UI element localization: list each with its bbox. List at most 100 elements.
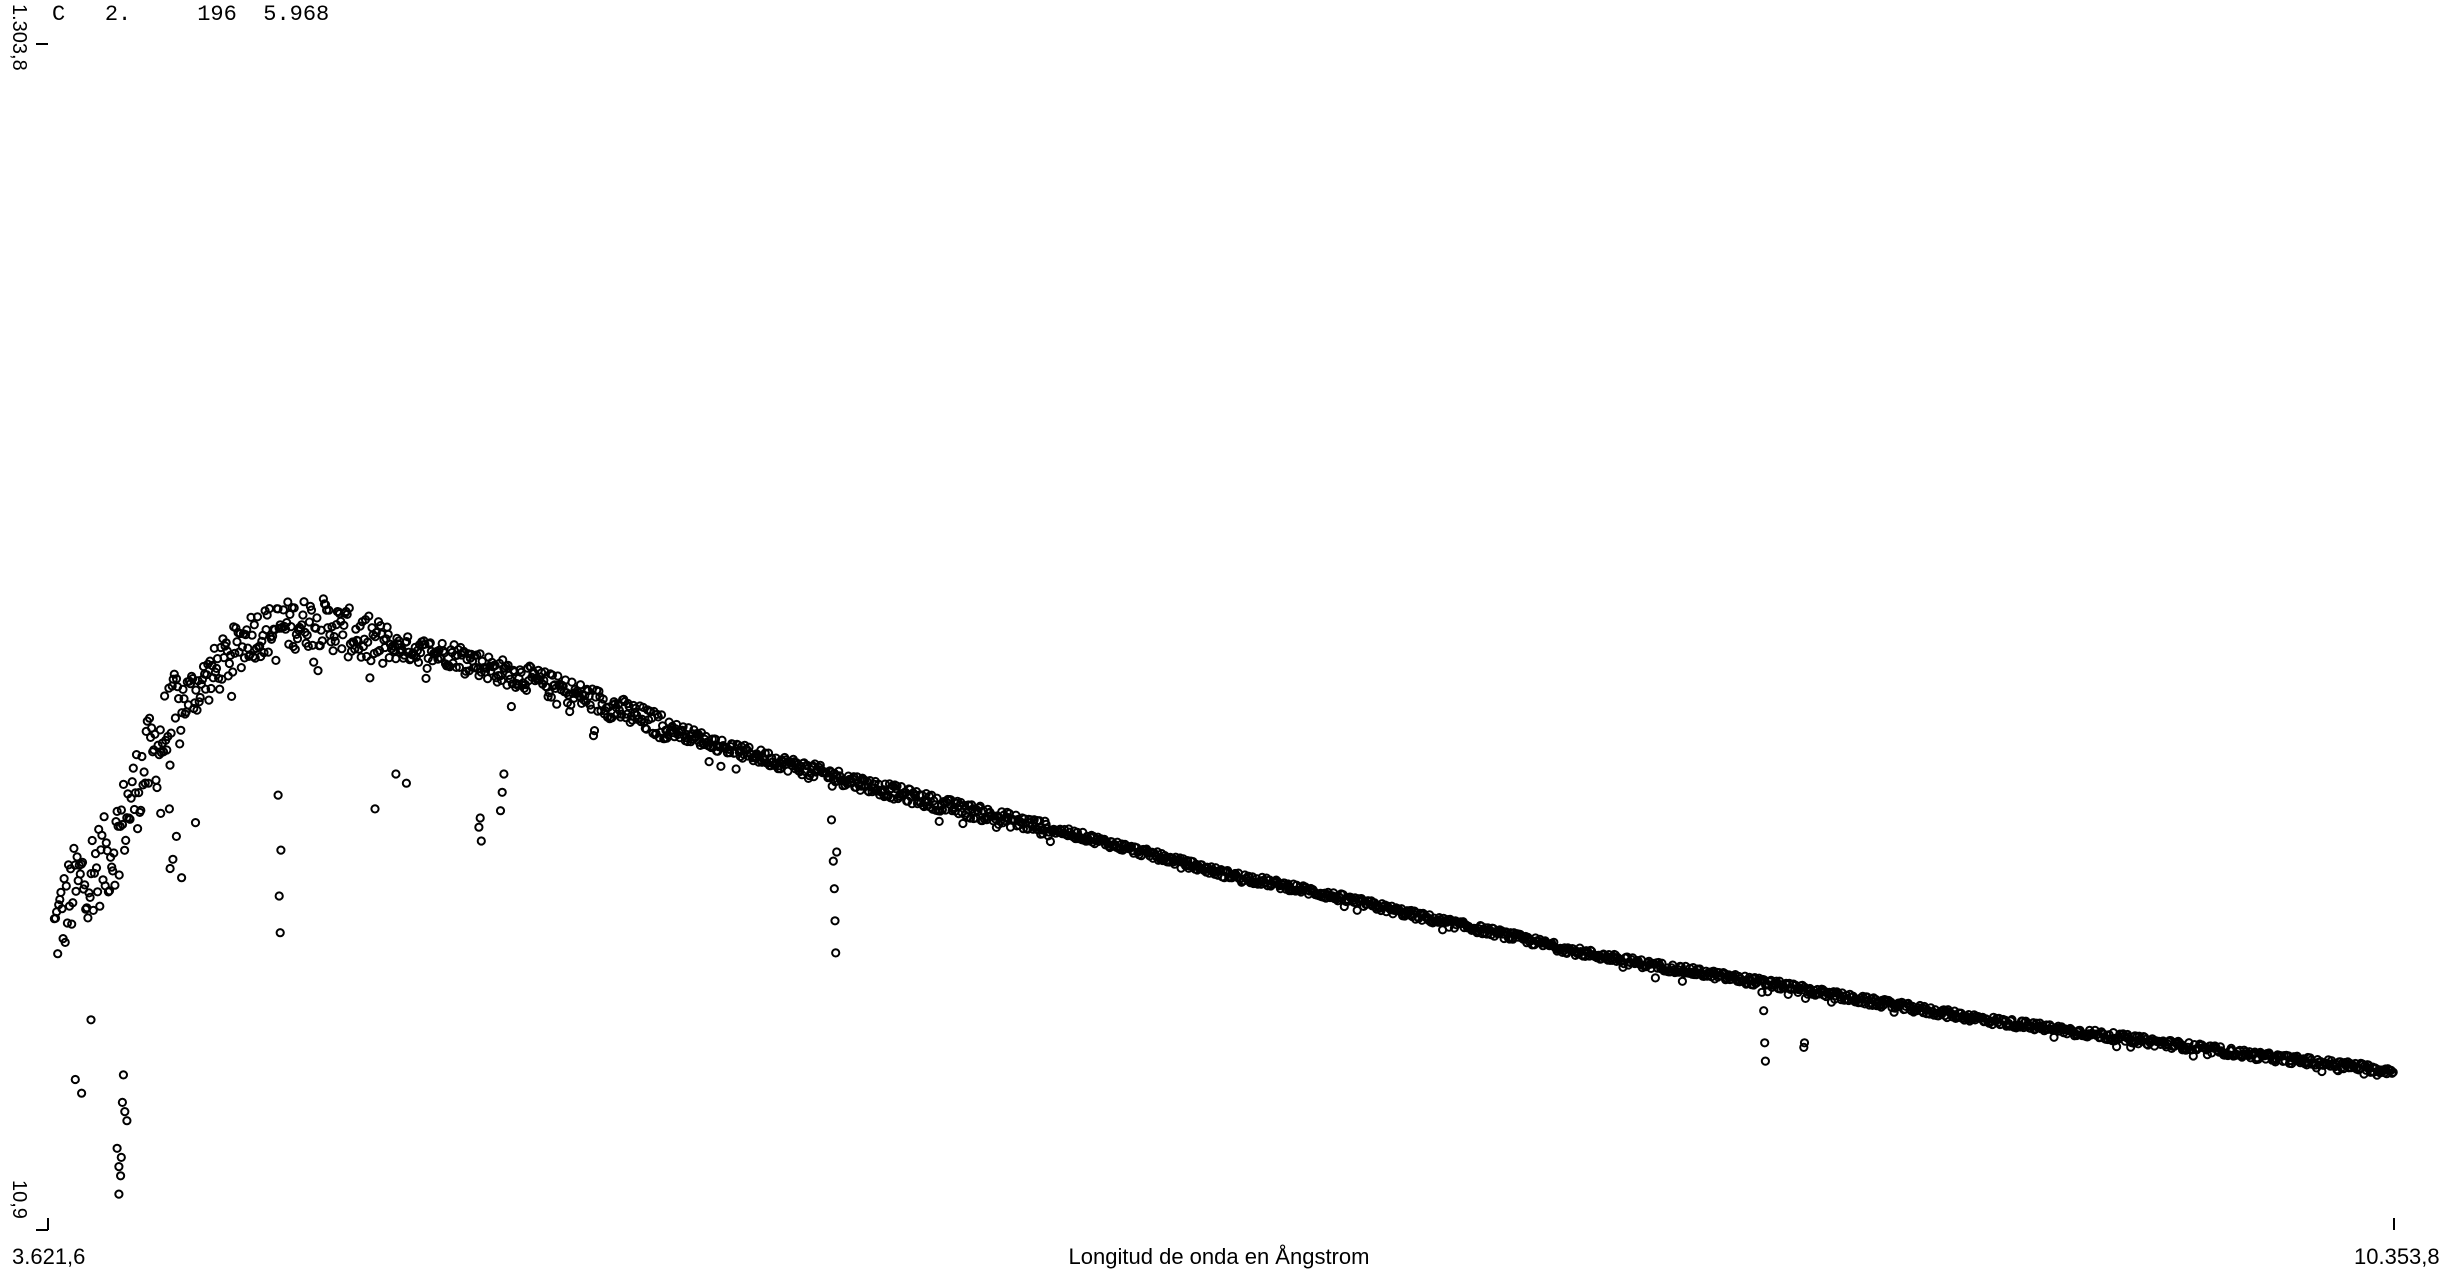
data-points xyxy=(49,594,2398,1199)
data-point xyxy=(271,655,281,666)
data-point xyxy=(760,748,770,758)
data-point xyxy=(366,656,376,666)
data-point xyxy=(302,630,312,640)
data-point xyxy=(1799,1038,1810,1048)
data-point xyxy=(828,856,838,866)
data-point xyxy=(179,694,189,704)
data-point xyxy=(171,831,181,842)
data-point xyxy=(160,691,170,701)
data-point xyxy=(831,948,841,958)
data-point xyxy=(315,641,325,651)
data-point xyxy=(1045,836,1056,847)
data-point xyxy=(178,684,188,695)
data-point xyxy=(204,695,214,705)
data-point xyxy=(728,739,738,749)
data-point xyxy=(330,636,340,647)
data-point xyxy=(275,928,285,938)
data-point xyxy=(276,845,286,855)
data-point xyxy=(402,637,412,647)
data-point xyxy=(499,769,509,779)
data-point xyxy=(60,937,70,948)
data-point xyxy=(656,710,667,720)
data-point xyxy=(350,644,360,654)
data-point xyxy=(99,812,109,822)
data-point xyxy=(299,597,309,607)
data-point xyxy=(195,692,205,703)
data-point xyxy=(230,648,240,658)
data-point xyxy=(247,630,257,640)
data-point xyxy=(232,637,242,647)
data-point xyxy=(283,597,293,607)
data-point xyxy=(140,778,150,788)
data-point xyxy=(117,819,128,830)
data-point xyxy=(255,641,265,651)
data-point xyxy=(95,901,105,911)
data-point xyxy=(164,804,174,814)
data-point xyxy=(475,813,485,823)
data-point xyxy=(540,667,550,677)
data-point xyxy=(370,804,380,814)
data-point xyxy=(416,648,426,658)
data-point xyxy=(118,779,129,790)
data-point xyxy=(1041,819,1051,830)
data-point xyxy=(1757,987,1767,997)
data-point xyxy=(131,750,142,760)
data-point xyxy=(2202,1050,2212,1060)
data-point xyxy=(371,627,381,638)
data-point xyxy=(365,673,375,683)
data-point xyxy=(567,677,577,687)
data-point xyxy=(165,760,175,770)
data-point xyxy=(1339,901,1349,912)
data-point xyxy=(278,605,288,615)
data-point xyxy=(237,642,247,652)
data-point xyxy=(176,725,186,735)
header-field-3: 196 xyxy=(197,2,237,27)
data-point xyxy=(583,686,593,696)
data-point xyxy=(169,669,179,679)
data-point xyxy=(93,887,103,897)
data-point xyxy=(474,822,484,832)
data-point xyxy=(422,663,432,674)
data-point xyxy=(1035,816,1045,826)
data-point xyxy=(170,713,180,723)
data-point xyxy=(413,657,424,668)
data-point xyxy=(503,660,513,670)
data-point xyxy=(425,638,435,648)
data-point xyxy=(80,880,90,890)
data-point xyxy=(356,652,366,662)
data-point xyxy=(496,671,506,681)
data-point xyxy=(168,854,178,864)
data-point xyxy=(75,869,85,879)
data-point xyxy=(134,788,144,798)
data-point xyxy=(112,806,122,817)
data-point xyxy=(191,685,201,695)
data-point xyxy=(826,815,837,825)
data-point xyxy=(62,918,73,928)
data-point xyxy=(107,862,117,872)
data-point xyxy=(201,684,211,694)
data-point xyxy=(420,639,430,649)
data-point xyxy=(297,620,307,630)
data-point xyxy=(546,692,556,702)
data-point xyxy=(451,662,461,673)
data-point xyxy=(830,916,840,926)
data-point xyxy=(86,1015,96,1025)
data-point xyxy=(829,884,839,894)
data-point xyxy=(166,728,176,738)
data-point xyxy=(329,632,339,642)
data-point xyxy=(547,670,558,680)
data-point xyxy=(257,636,267,646)
data-point xyxy=(122,1116,132,1126)
data-point xyxy=(110,880,120,890)
data-point xyxy=(61,881,71,891)
data-point xyxy=(194,697,204,707)
data-point xyxy=(114,1162,124,1172)
data-point xyxy=(809,772,819,782)
data-point xyxy=(206,683,216,694)
data-point xyxy=(192,705,202,715)
data-point xyxy=(483,674,493,684)
data-point xyxy=(215,684,225,694)
header-field-1: C xyxy=(52,2,66,27)
header-field-2: 2. xyxy=(104,2,132,27)
data-point xyxy=(569,693,579,703)
